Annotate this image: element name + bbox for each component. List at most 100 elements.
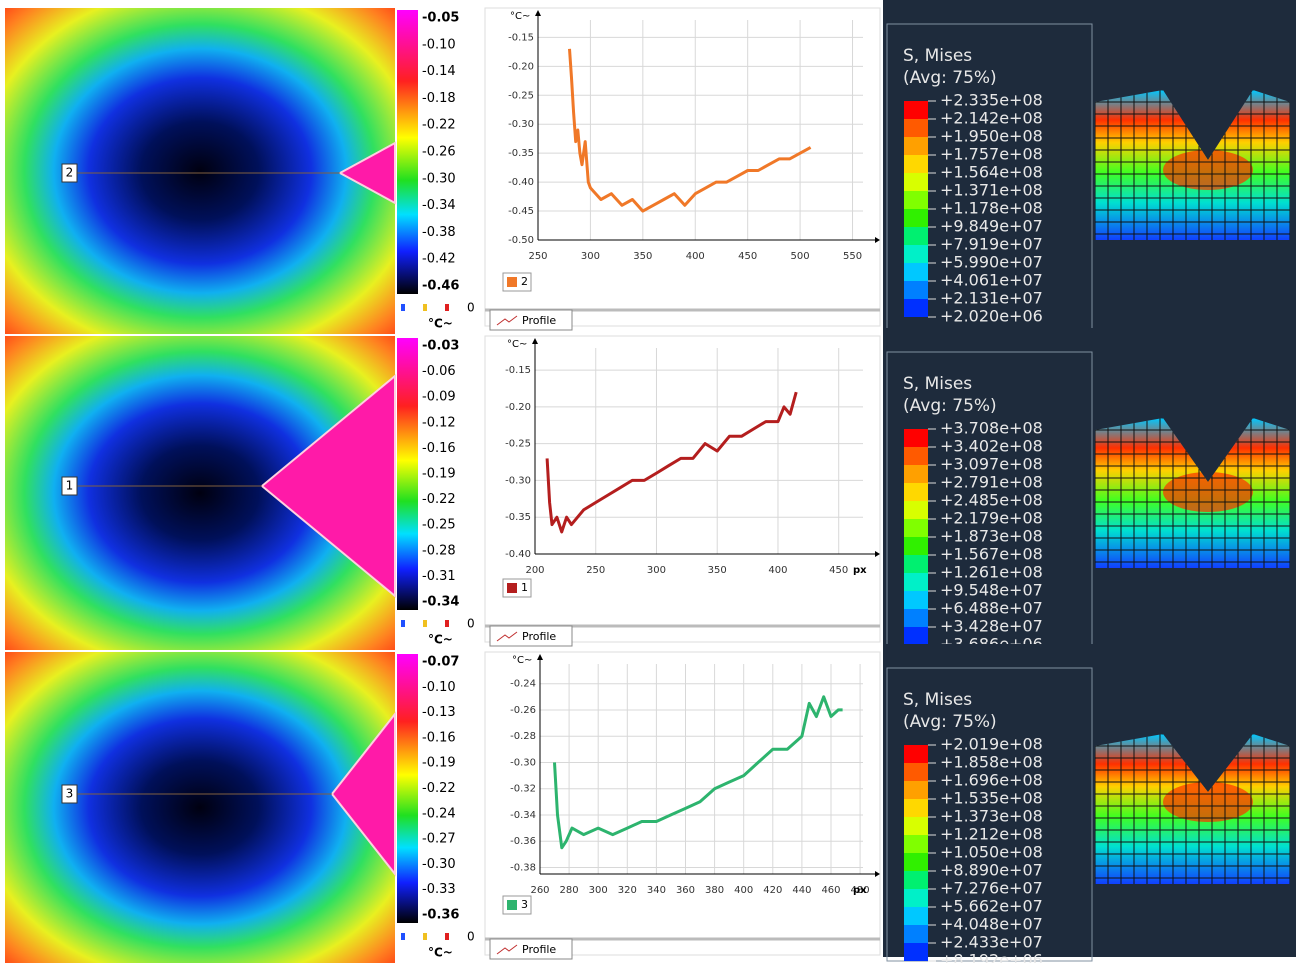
tab-icon xyxy=(496,631,518,642)
x-axis-label: px xyxy=(853,565,867,576)
fea-level: +1.757e+08 xyxy=(940,145,1043,164)
x-tick-label: 250 xyxy=(586,565,605,576)
axis-arrow xyxy=(535,10,541,16)
legend-swatch xyxy=(507,583,517,593)
scale-label: -0.09 xyxy=(422,390,456,405)
scale-swatch xyxy=(445,933,449,940)
scale-label: -0.16 xyxy=(422,730,456,745)
fea-level: +5.662e+07 xyxy=(940,897,1043,916)
y-tick-label: -0.40 xyxy=(505,549,531,560)
fea-level: +2.179e+08 xyxy=(940,509,1043,528)
scale-label: -0.38 xyxy=(422,225,456,240)
y-tick-label: -0.20 xyxy=(505,402,531,413)
y-tick-label: -0.25 xyxy=(505,439,531,450)
colorbar xyxy=(397,654,418,923)
scale-label: -0.24 xyxy=(422,806,456,821)
fea-level: +9.548e+07 xyxy=(940,581,1043,600)
x-tick-label: 420 xyxy=(763,885,782,896)
scale-label: -0.34 xyxy=(422,198,456,213)
fea-band xyxy=(904,137,928,155)
scale-label: -0.18 xyxy=(422,91,456,106)
scale-label: -0.30 xyxy=(422,171,456,186)
marker-label: 1 xyxy=(66,479,74,493)
scale-label: -0.03 xyxy=(422,339,459,354)
scale-label: -0.06 xyxy=(422,364,456,379)
scale-label: -0.33 xyxy=(422,882,456,897)
scale-label: -0.27 xyxy=(422,832,456,847)
y-tick-label: -0.25 xyxy=(508,90,534,101)
x-tick-label: 550 xyxy=(843,251,862,262)
fea-level: +2.142e+08 xyxy=(940,109,1043,128)
scale-label: -0.10 xyxy=(422,37,456,52)
scale-bg xyxy=(418,338,480,610)
scale-label: -0.14 xyxy=(422,64,456,79)
fea-band xyxy=(904,209,928,227)
x-tick-label: 250 xyxy=(528,251,547,262)
scale-swatch xyxy=(401,620,405,627)
scale-unit: °C~ xyxy=(428,633,453,647)
x-tick-label: 400 xyxy=(734,885,753,896)
fea-band xyxy=(904,519,928,537)
scale-swatch xyxy=(423,304,427,311)
axis-arrow xyxy=(875,551,880,557)
fea-band xyxy=(904,119,928,137)
tab[interactable] xyxy=(489,309,573,331)
fea-band xyxy=(904,245,928,263)
legend-label: 3 xyxy=(521,898,528,911)
fea-level: +3.402e+08 xyxy=(940,437,1043,456)
fea-band xyxy=(904,465,928,483)
fea-band xyxy=(904,609,928,627)
fea-band xyxy=(904,501,928,519)
legend-label: 2 xyxy=(521,275,528,288)
fea-level: +2.020e+06 xyxy=(940,307,1043,326)
scale-label: -0.42 xyxy=(422,252,456,267)
fea-level: +2.791e+08 xyxy=(940,473,1043,492)
scale-label: -0.36 xyxy=(422,908,459,923)
colorbar xyxy=(397,338,418,610)
fea-level: +8.192e+06 xyxy=(940,951,1043,964)
marker-label: 2 xyxy=(66,166,74,180)
scale-unit: °C~ xyxy=(428,946,453,960)
fea-level: +7.276e+07 xyxy=(940,879,1043,898)
y-tick-label: -0.30 xyxy=(508,119,534,130)
axis-arrow xyxy=(875,871,880,877)
scale-label: -0.05 xyxy=(422,11,459,26)
line-series xyxy=(553,695,843,850)
x-tick-label: 300 xyxy=(647,565,666,576)
x-tick-label: 350 xyxy=(633,251,652,262)
scale-bg xyxy=(418,10,480,294)
chart-panel xyxy=(484,7,881,327)
fea-level: +3.708e+08 xyxy=(940,419,1043,438)
scale-label: -0.12 xyxy=(422,415,456,430)
fea-subtitle: (Avg: 75%) xyxy=(903,68,997,88)
fea-title: S, Mises xyxy=(903,374,972,394)
fea-level: +1.261e+08 xyxy=(940,563,1043,582)
y-tick-label: -0.45 xyxy=(508,206,534,217)
tab-label: Profile xyxy=(522,943,556,956)
fea-level: +5.990e+07 xyxy=(940,253,1043,272)
x-tick-label: 200 xyxy=(525,565,544,576)
tab[interactable] xyxy=(489,625,573,647)
tab-label: Profile xyxy=(522,314,556,327)
y-axis-label: °C~ xyxy=(510,11,530,22)
fea-level: +2.335e+08 xyxy=(940,91,1043,110)
fea-band xyxy=(904,447,928,465)
fea-band xyxy=(904,763,928,781)
fea-band xyxy=(904,781,928,799)
tab-icon xyxy=(496,944,518,955)
x-tick-label: 450 xyxy=(829,565,848,576)
scale-unit: °C~ xyxy=(428,317,453,331)
legend-swatch xyxy=(507,277,517,287)
y-tick-label: -0.30 xyxy=(505,475,531,486)
fea-band xyxy=(904,101,928,119)
marker-box xyxy=(61,163,78,183)
fea-band xyxy=(904,573,928,591)
tab-label: Profile xyxy=(522,630,556,643)
scale-label: -0.16 xyxy=(422,441,456,456)
x-tick-label: 400 xyxy=(768,565,787,576)
fea-level: +2.485e+08 xyxy=(940,491,1043,510)
scale-zero: 0 xyxy=(467,617,475,631)
tab[interactable] xyxy=(489,938,573,960)
fea-title: S, Mises xyxy=(903,46,972,66)
